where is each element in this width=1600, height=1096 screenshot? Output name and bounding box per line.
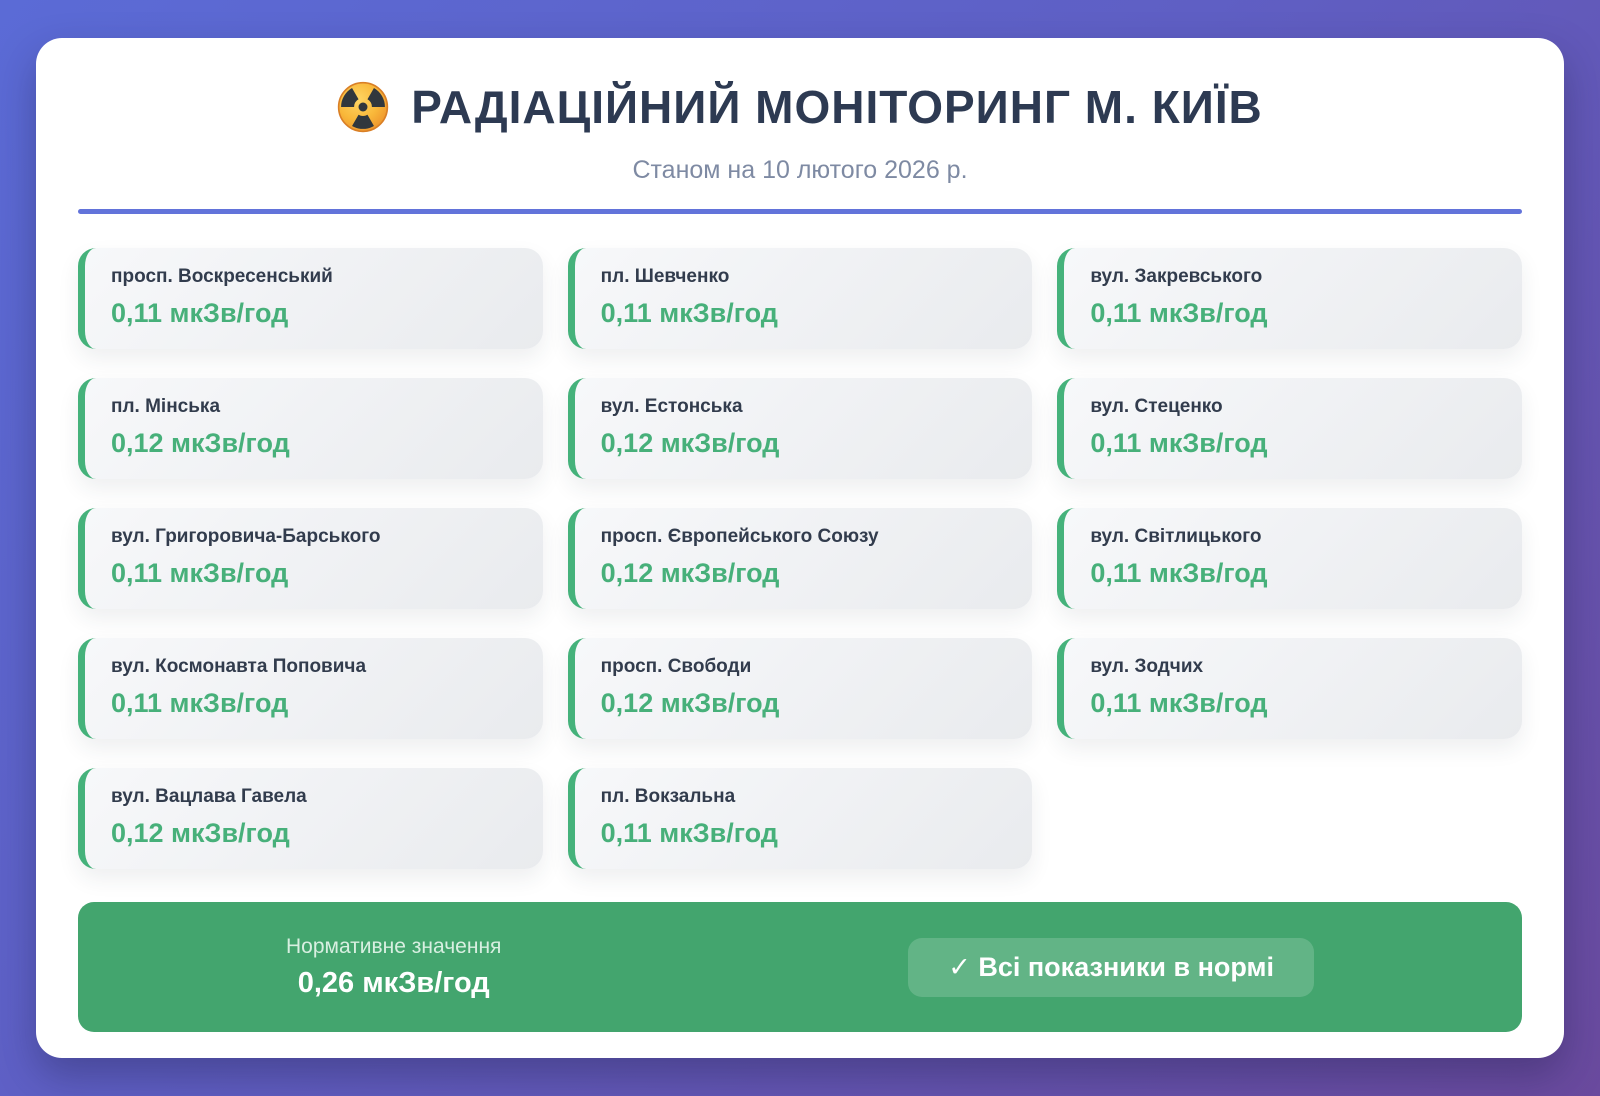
station-name: вул. Світлицького <box>1090 526 1262 547</box>
header-divider <box>78 209 1522 214</box>
station-value: 0,11 мкЗв/год <box>600 818 778 848</box>
station-value: 0,11 мкЗв/год <box>1090 428 1268 458</box>
page-title: РАДІАЦІЙНИЙ МОНІТОРИНГ М. КИЇВ <box>411 81 1263 133</box>
page-subtitle: Станом на 10 лютого 2026 р. <box>632 156 968 184</box>
station-value: 0,11 мкЗв/год <box>111 558 289 588</box>
station-value: 0,11 мкЗв/год <box>600 298 778 328</box>
station-value: 0,12 мкЗв/год <box>111 428 290 458</box>
station-name: пл. Вокзальна <box>600 786 736 807</box>
station-name: вул. Космонавта Поповича <box>111 656 367 677</box>
station-value: 0,12 мкЗв/год <box>600 558 780 588</box>
station-card: пл. Мінська 0,12 мкЗв/год <box>78 378 543 479</box>
station-name: пл. Мінська <box>111 396 221 417</box>
station-name: просп. Воскресенський <box>111 266 333 287</box>
station-value: 0,12 мкЗв/год <box>111 818 290 848</box>
station-card: вул. Зодчих 0,11 мкЗв/год <box>1057 638 1522 739</box>
station-value: 0,11 мкЗв/год <box>1090 558 1268 588</box>
station-card: вул. Космонавта Поповича 0,11 мкЗв/год <box>78 638 543 739</box>
station-card: пл. Вокзальна 0,11 мкЗв/год <box>567 768 1033 869</box>
station-card: вул. Стеценко 0,11 мкЗв/год <box>1057 378 1522 479</box>
station-card: просп. Європейського Союзу 0,12 мкЗв/год <box>567 508 1033 609</box>
station-value: 0,11 мкЗв/год <box>1090 688 1268 718</box>
station-card: просп. Воскресенський 0,11 мкЗв/год <box>78 248 543 349</box>
station-name: просп. Європейського Союзу <box>600 526 879 547</box>
station-card: вул. Вацлава Гавела 0,12 мкЗв/год <box>78 768 543 869</box>
station-name: просп. Свободи <box>600 656 752 677</box>
norm-value: 0,26 мкЗв/год <box>297 966 490 999</box>
stations-grid: просп. Воскресенський 0,11 мкЗв/год пл. … <box>78 248 1522 869</box>
station-value: 0,12 мкЗв/год <box>600 688 780 718</box>
station-card: вул. Закревського 0,11 мкЗв/год <box>1057 248 1522 349</box>
station-name: вул. Григоровича-Барського <box>111 526 381 547</box>
norm-block: Нормативне значення 0,26 мкЗв/год <box>286 935 501 1000</box>
station-card: вул. Естонська 0,12 мкЗв/год <box>567 378 1033 479</box>
station-name: вул. Стеценко <box>1090 396 1223 417</box>
station-value: 0,11 мкЗв/год <box>111 688 289 718</box>
station-card: пл. Шевченко 0,11 мкЗв/год <box>567 248 1033 349</box>
radioactive-icon <box>338 81 389 133</box>
header: РАДІАЦІЙНИЙ МОНІТОРИНГ М. КИЇВ Станом на… <box>78 80 1522 214</box>
station-card: просп. Свободи 0,12 мкЗв/год <box>567 638 1033 739</box>
station-name: вул. Естонська <box>600 396 743 417</box>
station-name: вул. Вацлава Гавела <box>111 786 307 807</box>
station-card: вул. Григоровича-Барського 0,11 мкЗв/год <box>78 508 543 609</box>
station-card: вул. Світлицького 0,11 мкЗв/год <box>1057 508 1522 609</box>
status-badge: ✓ Всі показники в нормі <box>908 937 1314 997</box>
norm-label: Нормативне значення <box>286 934 502 958</box>
dashboard-panel: РАДІАЦІЙНИЙ МОНІТОРИНГ М. КИЇВ Станом на… <box>36 38 1564 1058</box>
station-name: вул. Зодчих <box>1090 656 1204 677</box>
station-name: вул. Закревського <box>1090 266 1263 287</box>
station-value: 0,12 мкЗв/год <box>600 428 780 458</box>
station-value: 0,11 мкЗв/год <box>111 298 289 328</box>
norm-banner: Нормативне значення 0,26 мкЗв/год ✓ Всі … <box>78 902 1522 1032</box>
station-name: пл. Шевченко <box>600 266 730 287</box>
station-value: 0,11 мкЗв/год <box>1090 298 1268 328</box>
